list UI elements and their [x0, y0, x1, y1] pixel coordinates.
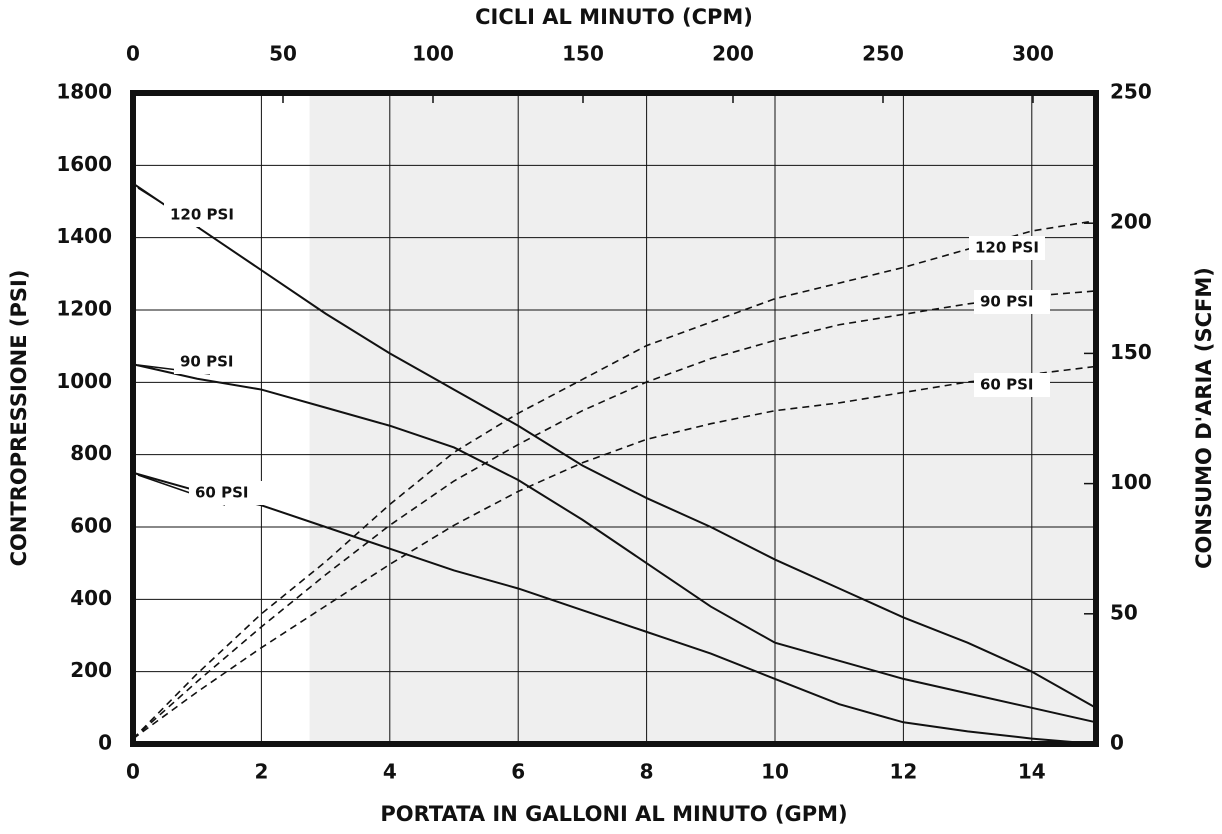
line-series: [132, 365, 1097, 740]
y-tick-label: 400: [70, 586, 112, 610]
x2-axis-label: CICLI AL MINUTO (CPM): [475, 5, 753, 29]
shaded-region: [309, 93, 1096, 744]
line-series: [132, 290, 1097, 740]
series-label: 60 PSI: [980, 376, 1033, 394]
x2-tick-label: 150: [562, 42, 604, 66]
y-tick-label: 800: [70, 441, 112, 465]
label-bg: [174, 350, 250, 374]
y-axis-label: CONTROPRESSIONE (PSI): [7, 270, 31, 567]
line-series: [132, 219, 1097, 740]
x2-tick-label: 50: [269, 42, 297, 66]
x-tick-label: 4: [383, 760, 397, 784]
x-tick-label: 6: [511, 760, 525, 784]
y-tick-label: 1600: [56, 152, 112, 176]
label-bg: [969, 236, 1045, 260]
x-tick-label: 12: [889, 760, 917, 784]
series-label: 120 PSI: [170, 206, 234, 224]
x-tick-label: 14: [1018, 760, 1046, 784]
series-label: 90 PSI: [180, 353, 233, 371]
label-bg: [974, 373, 1050, 397]
label-bg: [164, 203, 240, 227]
series-label: 120 PSI: [975, 239, 1039, 257]
line-series: [132, 471, 1097, 745]
y2-tick-label: 250: [1110, 80, 1152, 104]
y2-tick-label: 50: [1110, 600, 1138, 624]
x-tick-label: 10: [761, 760, 789, 784]
x2-tick-label: 100: [412, 42, 454, 66]
x2-tick-label: 300: [1012, 42, 1054, 66]
x-tick-label: 8: [640, 760, 654, 784]
y-tick-label: 1400: [56, 224, 112, 248]
label-bg: [189, 481, 265, 505]
x-tick-label: 0: [126, 760, 140, 784]
y-tick-label: 1800: [56, 80, 112, 104]
y2-axis-label: CONSUMO D'ARIA (SCFM): [1192, 267, 1216, 569]
series-label: 60 PSI: [195, 484, 248, 502]
y2-tick-label: 200: [1110, 210, 1152, 234]
line-series: [132, 363, 1097, 724]
y-tick-label: 200: [70, 658, 112, 682]
y2-tick-label: 100: [1110, 470, 1152, 494]
plot-border: [130, 90, 1099, 747]
y2-tick-label: 150: [1110, 340, 1152, 364]
x-tick-label: 2: [254, 760, 268, 784]
y2-tick-label: 0: [1110, 731, 1124, 755]
y-tick-label: 600: [70, 514, 112, 538]
y-tick-label: 0: [98, 731, 112, 755]
line-series: [132, 182, 1097, 709]
x2-tick-label: 200: [712, 42, 754, 66]
x2-tick-label: 0: [126, 42, 140, 66]
y-tick-label: 1200: [56, 297, 112, 321]
x2-tick-label: 250: [862, 42, 904, 66]
y-tick-label: 1000: [56, 369, 112, 393]
label-bg: [974, 290, 1050, 314]
series-label: 90 PSI: [980, 293, 1033, 311]
x-axis-label: PORTATA IN GALLONI AL MINUTO (GPM): [380, 802, 847, 826]
